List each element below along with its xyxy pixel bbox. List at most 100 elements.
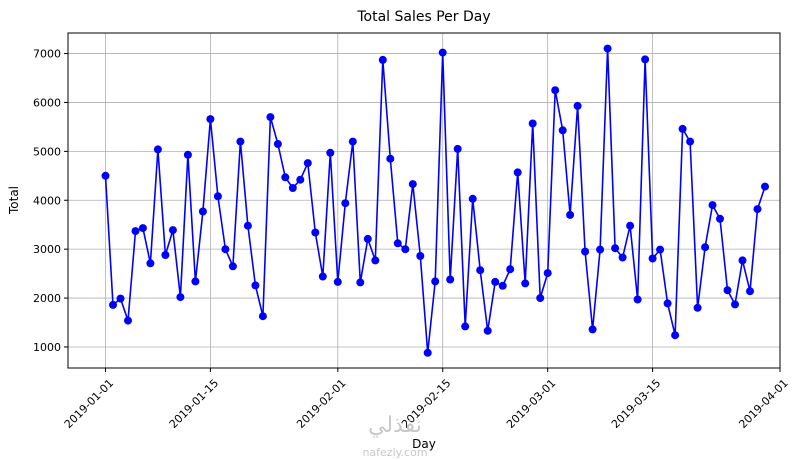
data-point <box>551 86 560 95</box>
data-point <box>648 254 657 263</box>
data-point <box>236 137 245 146</box>
y-tick-label: 2000 <box>33 292 61 305</box>
data-point <box>341 199 350 208</box>
data-point <box>281 173 290 182</box>
data-point <box>641 55 650 64</box>
data-point <box>176 293 185 302</box>
data-point <box>596 245 605 254</box>
data-point <box>468 194 477 203</box>
data-point <box>408 180 417 189</box>
data-point <box>573 101 582 110</box>
data-point <box>491 277 500 286</box>
data-point <box>476 266 485 275</box>
data-point <box>663 299 672 308</box>
data-point <box>461 322 470 331</box>
data-point <box>213 192 222 201</box>
data-point <box>378 55 387 64</box>
data-point <box>708 201 717 210</box>
data-point <box>221 245 230 254</box>
data-point <box>183 150 192 159</box>
data-point <box>423 348 432 357</box>
data-point <box>701 243 710 252</box>
data-point <box>543 269 552 278</box>
data-point <box>566 210 575 219</box>
data-point <box>198 207 207 216</box>
data-point <box>356 278 365 287</box>
data-point <box>603 44 612 53</box>
y-axis-ticks: 1000 2000 3000 4000 5000 6000 7000 <box>33 48 68 354</box>
data-point <box>536 294 545 303</box>
data-point <box>101 171 110 180</box>
y-axis-label: Total <box>7 186 21 215</box>
data-point <box>258 312 267 321</box>
watermark-arabic: نفذلي <box>368 413 422 438</box>
data-point <box>138 224 147 233</box>
data-point <box>251 281 260 290</box>
y-tick-label: 5000 <box>33 145 61 158</box>
series-total-sales <box>101 44 769 357</box>
chart-title: Total Sales Per Day <box>356 9 490 25</box>
data-point <box>498 281 507 290</box>
data-point <box>506 265 515 274</box>
data-point <box>693 303 702 312</box>
data-point <box>656 245 665 254</box>
y-tick-label: 3000 <box>33 243 61 256</box>
data-point <box>416 252 425 260</box>
data-point <box>588 325 597 334</box>
data-point <box>626 221 635 230</box>
data-point <box>731 300 739 309</box>
x-axis-label: Day <box>412 437 436 451</box>
data-point <box>753 205 762 214</box>
data-point <box>401 245 410 254</box>
data-point <box>168 226 177 235</box>
data-point <box>243 221 252 230</box>
data-point <box>363 234 372 243</box>
data-point <box>303 159 312 168</box>
data-point <box>671 331 680 340</box>
data-point <box>296 175 305 184</box>
data-point <box>521 279 530 288</box>
data-point <box>124 316 132 325</box>
data-point <box>581 247 590 256</box>
data-point <box>333 277 342 286</box>
data-point <box>431 277 440 286</box>
data-point <box>761 182 769 191</box>
data-point <box>348 137 357 146</box>
data-point <box>716 214 724 223</box>
y-tick-label: 4000 <box>33 194 61 207</box>
data-point <box>633 295 642 304</box>
data-point <box>131 227 140 236</box>
data-point <box>528 119 537 128</box>
data-point <box>513 168 522 177</box>
data-point <box>483 326 492 335</box>
data-point <box>686 137 695 146</box>
data-point <box>738 256 747 265</box>
data-point <box>273 140 282 148</box>
data-point <box>161 251 170 259</box>
data-point <box>371 256 380 265</box>
data-point <box>746 287 754 296</box>
data-point <box>116 294 125 303</box>
data-point <box>109 300 117 309</box>
data-point <box>266 113 275 122</box>
data-point <box>393 239 402 248</box>
data-point <box>438 48 447 57</box>
y-tick-label: 7000 <box>33 48 61 61</box>
data-point <box>678 124 687 133</box>
data-point <box>288 184 297 192</box>
watermark-url: nafezly.com <box>362 446 427 459</box>
data-point <box>618 253 627 262</box>
data-point <box>723 286 732 295</box>
data-point <box>228 262 237 271</box>
data-point <box>191 277 200 286</box>
data-point <box>146 259 155 268</box>
data-point <box>326 148 335 157</box>
data-point <box>446 275 455 284</box>
data-point <box>386 154 395 163</box>
data-point <box>558 126 567 135</box>
data-point <box>453 144 462 153</box>
data-point <box>611 244 620 253</box>
y-tick-label: 1000 <box>33 341 61 354</box>
